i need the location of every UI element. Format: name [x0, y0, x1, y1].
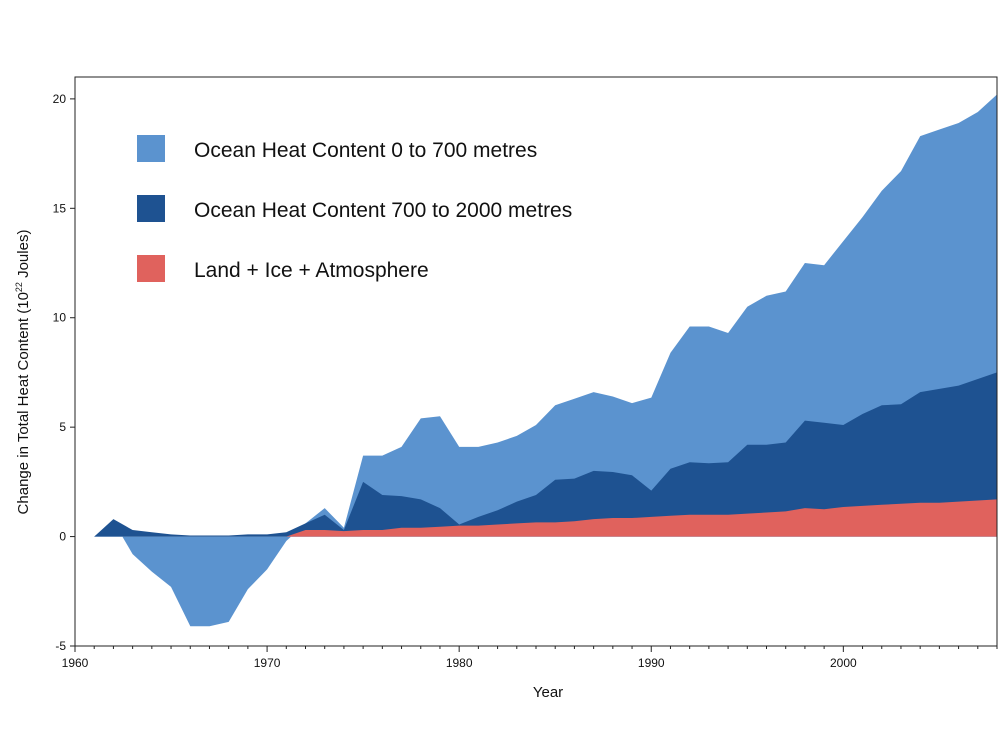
x-tick-label: 2000 [830, 656, 857, 670]
y-axis-title: Change in Total Heat Content (1022 Joule… [14, 230, 32, 515]
legend-label: Ocean Heat Content 700 to 2000 metres [194, 199, 572, 222]
x-tick-label: 1990 [638, 656, 665, 670]
x-tick-label: 1960 [62, 656, 89, 670]
y-tick-label: 5 [59, 420, 66, 434]
y-axis-title-main: Change in Total Heat Content (10 [15, 292, 32, 514]
legend-label: Land + Ice + Atmosphere [194, 259, 429, 282]
y-tick-label: 0 [59, 530, 66, 544]
x-tick-label: 1970 [254, 656, 281, 670]
area-ocean-heat-content-0-to-700-metres [94, 94, 997, 627]
y-tick-label: -5 [55, 639, 66, 653]
series-areas [94, 94, 997, 627]
y-tick-label: 20 [53, 92, 67, 106]
area-land-ice-atmosphere [94, 499, 997, 537]
x-axis-title: Year [533, 684, 563, 701]
x-tick-label: 1980 [446, 656, 473, 670]
y-axis-title-exponent: 22 [14, 282, 24, 292]
y-tick-label: 10 [53, 311, 67, 325]
legend-label: Ocean Heat Content 0 to 700 metres [194, 139, 537, 162]
legend-swatch [137, 255, 165, 282]
legend: Ocean Heat Content 0 to 700 metres Ocean … [137, 135, 572, 282]
area-ocean-heat-content-700-to-2000-metres [94, 372, 997, 537]
axis-ticks: -5 0 5 10 15 20 1960 1970 1980 1990 2000 [53, 92, 998, 670]
legend-swatch [137, 195, 165, 222]
y-tick-label: 15 [53, 201, 67, 215]
y-axis-title-unit: Joules) [15, 230, 32, 283]
legend-swatch [137, 135, 165, 162]
